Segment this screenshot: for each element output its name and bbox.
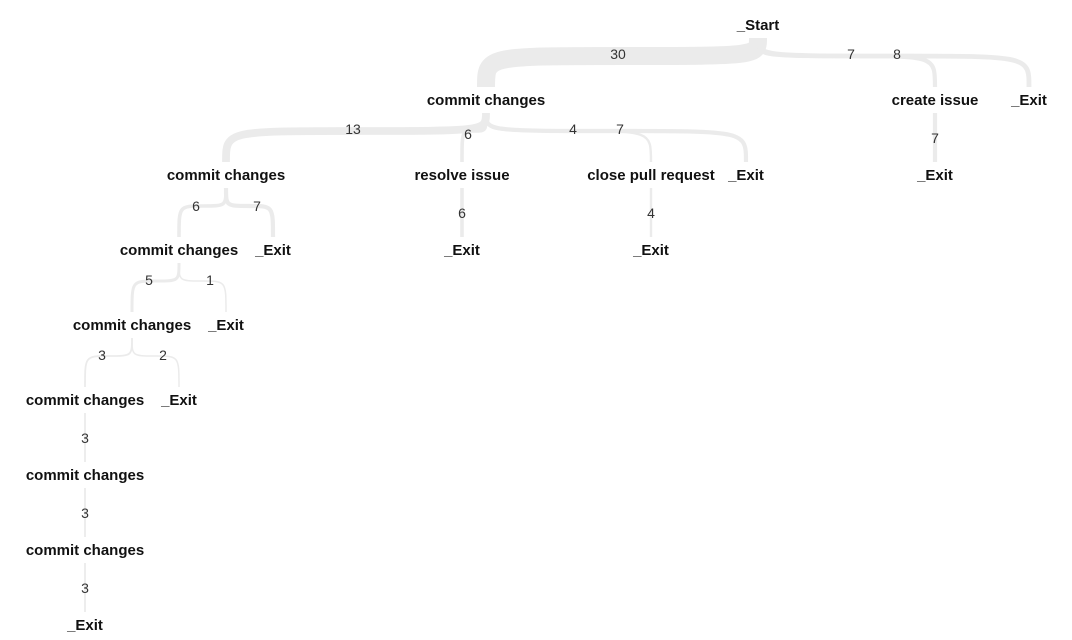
node-label-n2[interactable]: create issue	[892, 92, 979, 109]
node-label-n13[interactable]: commit changes	[73, 317, 191, 334]
edge-n1-n5	[460, 112, 488, 163]
edge-count-label: 13	[345, 121, 361, 137]
node-label-n1[interactable]: commit changes	[427, 92, 545, 109]
node-label-n4[interactable]: commit changes	[167, 167, 285, 184]
edge-n1-n4	[222, 112, 490, 163]
node-label-n16[interactable]: _Exit	[160, 392, 197, 409]
node-label-n15[interactable]: commit changes	[26, 392, 144, 409]
node-label-n17[interactable]: commit changes	[26, 467, 144, 484]
edge-count-label: 3	[81, 505, 89, 521]
node-label-n5[interactable]: resolve issue	[414, 167, 509, 184]
edge-n9-n13	[130, 262, 181, 313]
edge-count-label: 3	[98, 347, 106, 363]
edge-count-label: 3	[81, 580, 89, 596]
edge-n0-n1	[477, 37, 767, 88]
node-label-n6[interactable]: close pull request	[587, 167, 715, 184]
edge-n13-n15	[84, 337, 133, 388]
edge-count-label: 5	[145, 272, 153, 288]
edge-count-label: 7	[253, 198, 261, 214]
edge-count-label: 7	[616, 121, 624, 137]
edge-n13-n16	[131, 337, 180, 388]
edge-count-label: 8	[893, 46, 901, 62]
edge-count-label: 6	[458, 205, 466, 221]
node-label-n3[interactable]: _Exit	[1010, 92, 1047, 109]
edge-count-label: 6	[192, 198, 200, 214]
node-label-n18[interactable]: commit changes	[26, 542, 144, 559]
node-label-n8[interactable]: _Exit	[916, 167, 953, 184]
node-label-n9[interactable]: commit changes	[120, 242, 238, 259]
edge-count-label: 4	[569, 121, 577, 137]
node-label-n7[interactable]: _Exit	[727, 167, 764, 184]
node-label-n10[interactable]: _Exit	[254, 242, 291, 259]
edge-count-label: 3	[81, 430, 89, 446]
edge-count-label: 6	[464, 126, 472, 142]
edge-n4-n10	[223, 187, 276, 238]
edge-n0-n3	[755, 37, 1032, 88]
edge-count-label: 4	[647, 205, 655, 221]
node-label-n0[interactable]: _Start	[736, 17, 780, 34]
edge-n4-n9	[177, 187, 228, 238]
edge-count-label: 7	[931, 130, 939, 146]
edge-count-label: 1	[206, 272, 214, 288]
node-label-n12[interactable]: _Exit	[632, 242, 669, 259]
edge-count-label: 2	[159, 347, 167, 363]
node-label-n11[interactable]: _Exit	[443, 242, 480, 259]
node-label-n14[interactable]: _Exit	[207, 317, 244, 334]
edge-count-label: 30	[610, 46, 626, 62]
edge-n9-n14	[178, 262, 227, 313]
node-label-n19[interactable]: _Exit	[66, 617, 103, 634]
edge-n1-n7	[483, 112, 749, 163]
edge-count-label: 7	[847, 46, 855, 62]
edges-layer	[84, 37, 1032, 612]
